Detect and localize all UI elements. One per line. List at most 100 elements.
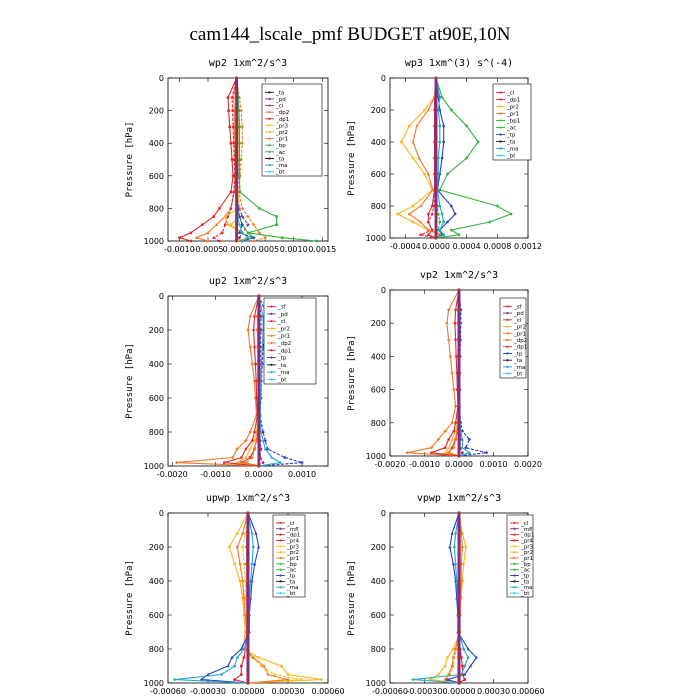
legend-label: _pr4 [286, 538, 300, 544]
panel-3: vp2 1xm^2/s^3 0 200 400 600 800 1000-0.0020 -0.… [347, 270, 542, 469]
data-point [235, 215, 238, 218]
data-point [455, 579, 459, 583]
data-point [495, 204, 500, 208]
panel-title: vp2 1xm^2/s^3 [420, 270, 498, 281]
legend-marker [513, 551, 516, 554]
data-point [172, 677, 177, 682]
data-point [238, 190, 242, 194]
data-point [442, 140, 445, 144]
data-point [257, 396, 261, 400]
series-line-tp [435, 77, 456, 239]
data-point [437, 172, 440, 176]
data-point [451, 647, 455, 651]
data-point [278, 460, 283, 464]
legend-marker [513, 574, 516, 577]
data-point [436, 672, 440, 677]
series-line-bp [236, 77, 317, 242]
data-point [452, 545, 457, 549]
data-point [226, 96, 230, 99]
legend-marker [499, 119, 502, 122]
legend-label: _ac [275, 150, 285, 156]
data-point [251, 456, 254, 459]
data-point [450, 446, 454, 449]
legend-marker [506, 359, 509, 362]
data-point [454, 647, 457, 651]
data-point [253, 447, 256, 451]
data-point [253, 345, 256, 349]
legend-label: _pr3 [286, 544, 300, 550]
x-tick-label: 0.00060 [311, 687, 344, 696]
data-point [411, 677, 415, 682]
data-point [454, 308, 457, 312]
panel-1: wp3 1xm^(3) s^(-4) 0 200 400 600 800 1000 -0.00… [347, 58, 542, 251]
data-point [230, 655, 234, 659]
data-point [440, 95, 444, 99]
data-point [246, 532, 250, 535]
data-point [443, 446, 447, 450]
legend-label: _ma [513, 365, 525, 371]
y-tick-label: 1000 [366, 234, 386, 243]
legend-label: _pr2 [506, 105, 519, 111]
data-point [238, 562, 242, 566]
panel-5: vpwp 1xm^2/s^3 0 200 400 600 800 1000-0.00060-… [347, 493, 545, 696]
data-point [454, 438, 457, 441]
y-tick-label: 1000 [144, 237, 164, 246]
data-point [452, 429, 456, 433]
data-point [199, 677, 203, 681]
data-point [238, 158, 241, 161]
data-point [460, 450, 465, 455]
data-point [450, 437, 454, 441]
series-line-dp2 [407, 289, 460, 457]
data-point [235, 447, 239, 451]
data-point [232, 141, 236, 145]
data-point [226, 215, 230, 218]
legend-marker [268, 144, 271, 147]
data-point [447, 438, 450, 441]
data-point [248, 579, 253, 583]
y-tick-label: 1000 [366, 679, 386, 688]
data-point [240, 239, 244, 243]
panel-title: upwp 1xm^2/s^3 [206, 493, 290, 504]
data-point [253, 315, 256, 318]
y-tick-label: 1000 [366, 452, 386, 461]
data-point [446, 338, 451, 342]
data-point [450, 421, 454, 425]
y-tick-label: 800 [371, 645, 386, 654]
data-point [246, 545, 250, 549]
data-point [235, 239, 238, 243]
data-point [434, 212, 438, 216]
data-point [464, 156, 469, 160]
data-point [240, 664, 243, 668]
series-line-ma [258, 295, 282, 467]
data-point [434, 140, 438, 144]
data-point [427, 233, 430, 237]
data-point [286, 672, 290, 677]
data-point [440, 156, 444, 160]
data-point [246, 630, 250, 634]
legend-marker [499, 112, 502, 115]
x-tick-label: -0.0020 [375, 460, 406, 469]
legend-marker [506, 305, 509, 308]
legend-marker [279, 562, 282, 565]
y-tick-label: 0 [159, 292, 164, 301]
data-point [434, 236, 438, 240]
legend-marker [268, 157, 271, 160]
legend-label: _bt [506, 154, 516, 160]
data-point [229, 141, 233, 145]
legend-label: _dp1 [277, 348, 291, 354]
data-point [257, 315, 261, 318]
data-point [415, 124, 419, 128]
data-point [443, 678, 447, 681]
data-point [237, 223, 242, 227]
data-point [240, 456, 243, 459]
legend-marker [513, 533, 516, 536]
legend-label: _ta [520, 579, 529, 585]
data-point [451, 562, 455, 566]
data-point [240, 223, 244, 226]
legend-marker [506, 311, 509, 315]
data-point [434, 108, 438, 112]
legend-label: _tp [520, 574, 530, 580]
legend-label: _ta [275, 156, 284, 162]
data-point [428, 677, 432, 682]
data-point [256, 655, 261, 660]
